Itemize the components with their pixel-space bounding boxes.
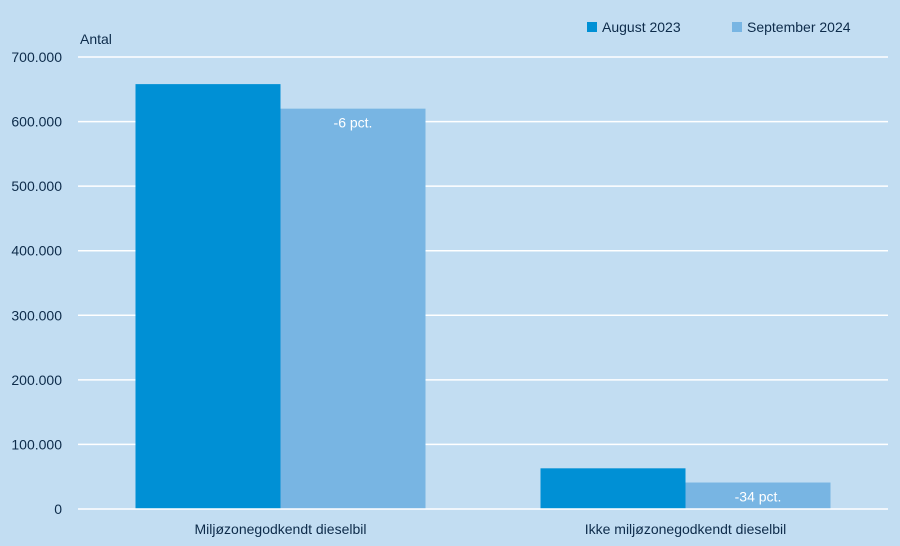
y-tick-label: 300.000 — [11, 307, 62, 323]
bar-august-2023 — [135, 84, 281, 510]
legend: August 2023 September 2024 — [587, 19, 851, 35]
y-tick-label: 0 — [54, 501, 62, 517]
bars — [135, 84, 831, 510]
y-tick-label: 500.000 — [11, 178, 62, 194]
bar-august-2023 — [540, 468, 686, 509]
y-tick-label: 700.000 — [11, 49, 62, 65]
data-labels: -6 pct. -34 pct. — [334, 115, 782, 505]
y-tick-label: 200.000 — [11, 372, 62, 388]
legend-swatch — [587, 22, 597, 32]
change-label: -6 pct. — [334, 115, 373, 131]
x-category-label: Miljøzonegodkendt dieselbil — [195, 521, 367, 537]
x-axis-categories: Miljøzonegodkendt dieselbil Ikke miljøzon… — [195, 521, 787, 537]
change-label: -34 pct. — [735, 489, 782, 505]
y-tick-label: 100.000 — [11, 436, 62, 452]
legend-label: September 2024 — [747, 19, 851, 35]
y-axis-ticks: 0 100.000 200.000 300.000 400.000 500.000 600.… — [11, 49, 62, 517]
y-axis-unit-label: Antal — [80, 31, 112, 47]
bar-september-2024 — [685, 482, 831, 509]
bar-september-2024 — [280, 108, 426, 510]
legend-swatch — [732, 22, 742, 32]
y-tick-label: 400.000 — [11, 243, 62, 259]
legend-label: August 2023 — [602, 19, 681, 35]
y-tick-label: 600.000 — [11, 114, 62, 130]
x-category-label: Ikke miljøzonegodkendt dieselbil — [585, 521, 787, 537]
